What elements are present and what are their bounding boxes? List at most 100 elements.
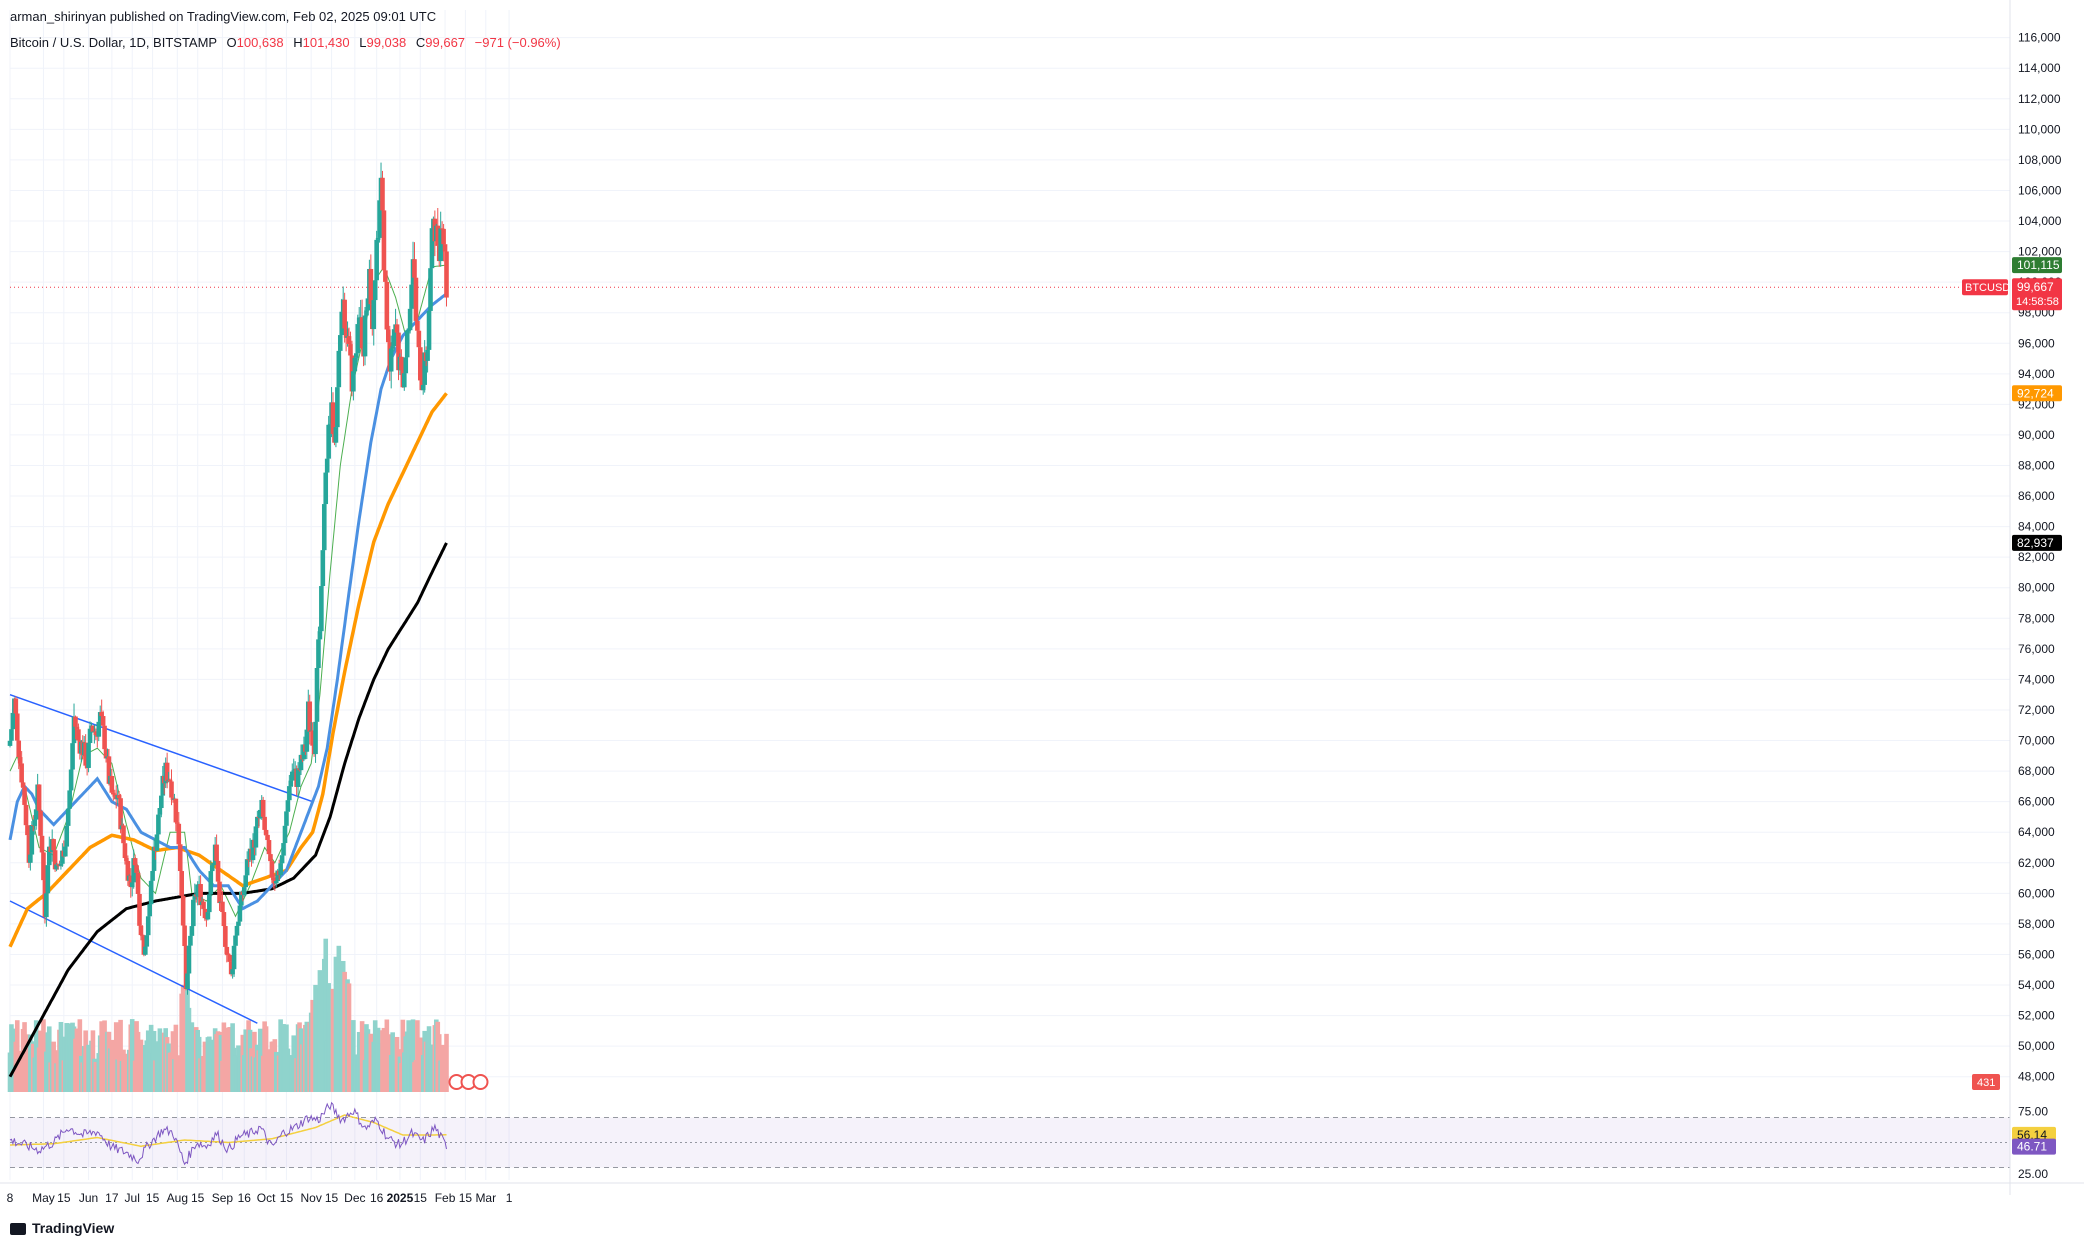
time-axis[interactable]: 8 May 15 Jun 17 Jul 15 Aug 15 Sep 16 Oct 15 Nov 15 Dec 1… [0,1182,2084,1205]
event-flag-icon[interactable] [472,1074,489,1090]
candle-body [224,946,230,955]
candle-body [326,424,331,459]
candle-body [44,893,49,918]
candle-body [145,916,151,936]
candle-body [230,969,235,975]
candle-body [144,935,150,947]
candle-body [227,955,233,962]
price-tick-label: 82,000 [2018,550,2055,564]
candle-body [406,330,411,332]
candle-body [143,946,148,955]
tradingview-footer[interactable]: TradingView [10,1220,114,1236]
candle-body [416,330,422,348]
candle-body [45,865,51,894]
close-label: C [415,35,426,50]
candle-body [208,871,214,895]
rsi-line [9,1101,447,1166]
price-tick-label: 112,000 [2018,92,2061,106]
candle-body [342,299,347,329]
candle-body [182,925,187,947]
volume-bar [113,1022,119,1092]
price-tick-label: 90,000 [2018,428,2055,442]
candle-body [241,887,247,895]
candle-body [173,798,179,823]
price-tick-label: 52,000 [2018,1009,2055,1023]
candle-body [102,725,107,750]
symbol-tag-bg [1962,279,2008,296]
candle-body [138,925,144,936]
candle-body [279,855,285,864]
candle-body [377,200,382,238]
candle-body [301,744,307,760]
candle-body [374,239,379,281]
open-value: 100,638 [236,35,284,50]
ohlc-legend[interactable]: Bitcoin / U.S. Dollar, 1D, BITSTAMP O100… [10,35,567,50]
candle-body [337,335,343,351]
candle-body [335,387,340,428]
candle-body [198,884,203,906]
price-tick-label: 88,000 [2018,458,2055,472]
price-axis[interactable]: 116,000 114,000 112,000 110,000 108,000 106,0… [2009,0,2062,1195]
descending-channel[interactable] [9,693,313,1024]
candle-body [57,865,62,867]
candle-body [147,904,152,917]
candle-body [288,780,294,787]
candle-body [36,784,42,811]
candle-body [180,895,186,926]
candle-body [87,728,93,744]
candle-body [132,858,138,866]
candle-body [156,814,161,835]
candle-body [404,330,410,358]
candle-body [317,631,323,640]
open-label: O [226,35,237,50]
candle-body [409,284,414,309]
candle-body [336,350,342,388]
channel-upper-line[interactable] [9,693,313,803]
candle-body [343,328,349,338]
candle-body [100,716,106,726]
time-tick-label: Mar [475,1191,496,1205]
time-tick-label: Feb [435,1191,456,1205]
candle-body [281,843,286,856]
time-tick-label: 15 [414,1191,428,1205]
candle-body [287,786,292,801]
high-label: H [293,35,303,50]
candle-body [282,825,288,844]
time-tick-label: 2025 [387,1191,414,1205]
candle-body [134,865,139,873]
candle-body [157,808,163,815]
rsi-tick-label: 25.00 [2018,1167,2048,1181]
symbol-title[interactable]: Bitcoin / U.S. Dollar, 1D, BITSTAMP [10,35,217,50]
candle-body [339,311,345,336]
candle-body [438,228,443,262]
volume-label-bg [1972,1074,2000,1090]
candle-body [141,936,147,955]
candle-body [17,757,23,764]
candle-body [76,729,81,741]
time-tick-label: Oct [257,1191,276,1205]
candle-body [121,825,126,844]
time-tick-label: 16 [370,1191,384,1205]
sma200-line [8,542,448,1078]
candle-body [364,310,369,316]
candle-body [351,371,356,392]
low-value: 99,038 [366,35,407,50]
change-value: −971 (−0.96%) [474,35,561,50]
candle-body [263,829,269,835]
time-tick-label: 15 [191,1191,205,1205]
candle-body [7,740,13,746]
channel-lower-line[interactable] [9,900,258,1024]
time-tick-label: 16 [238,1191,252,1205]
candle-body [55,864,61,866]
time-tick-label: Aug [167,1191,188,1205]
candle-body [103,749,109,759]
price-tick-label: 56,000 [2018,947,2055,961]
time-tick-label: 17 [105,1191,119,1205]
candle-body [207,894,212,913]
candle-body [176,823,182,845]
candle-body [33,809,39,820]
candle-body [16,740,22,758]
candle-body [352,357,358,372]
candle-body [319,586,324,632]
